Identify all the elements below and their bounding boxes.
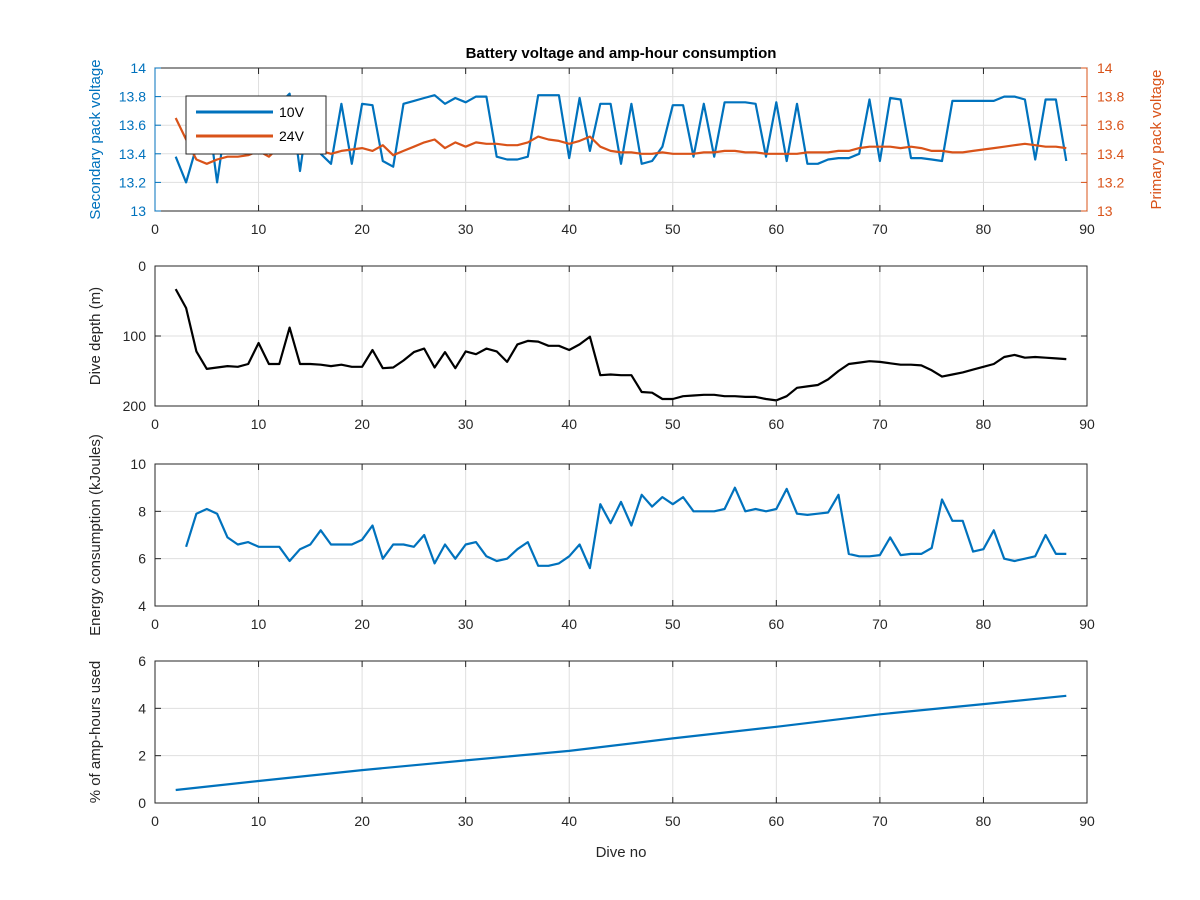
x-tick-label: 0	[151, 416, 159, 432]
x-tick-label: 80	[976, 813, 992, 829]
plot-area	[155, 661, 1087, 803]
y-tick-label: 13.6	[119, 117, 146, 133]
y-right-tick-label: 14	[1097, 60, 1113, 76]
panel-4: 0 10 20 30 40 50 60 70 80 90 0 2 4 6 % of amp-hours us…	[87, 653, 1095, 861]
x-tick-label: 60	[769, 616, 785, 632]
y-right-tick-label: 13.4	[1097, 146, 1124, 162]
x-tick-label: 30	[458, 616, 474, 632]
x-tick-label: 90	[1079, 813, 1095, 829]
y-right-tick-label: 13.2	[1097, 174, 1124, 190]
x-tick-label: 30	[458, 221, 474, 237]
y-tick-label: 10	[130, 456, 146, 472]
x-tick-label: 70	[872, 813, 888, 829]
x-tick-label: 20	[354, 616, 370, 632]
x-tick-label: 70	[872, 616, 888, 632]
y-right-tick-label: 13.6	[1097, 117, 1124, 133]
x-tick-label: 80	[976, 416, 992, 432]
legend-label-24v: 24V	[279, 128, 305, 144]
x-tick-label: 40	[561, 416, 577, 432]
x-tick-label: 60	[769, 813, 785, 829]
x-tick-label: 40	[561, 813, 577, 829]
x-tick-label: 40	[561, 221, 577, 237]
y-tick-label: 4	[138, 700, 146, 716]
y-tick-label: 13	[130, 203, 146, 219]
x-tick-label: 60	[769, 416, 785, 432]
series-line-1	[174, 288, 1067, 402]
x-tick-label: 10	[251, 813, 267, 829]
x-tick-label: 10	[251, 221, 267, 237]
axes-box	[154, 463, 1088, 607]
y-axis-label-right: Primary pack voltage	[1148, 69, 1165, 209]
y-tick-label: 6	[138, 653, 146, 669]
x-tick-label: 50	[665, 416, 681, 432]
x-tick-label: 70	[872, 416, 888, 432]
x-tick-label: 0	[151, 813, 159, 829]
y-tick-label: 13.2	[119, 174, 146, 190]
x-tick-label: 20	[354, 416, 370, 432]
series-line-1	[185, 486, 1067, 570]
y-tick-label: 2	[138, 748, 146, 764]
plot-area	[155, 464, 1087, 606]
axes-box	[154, 660, 1088, 804]
panel-2: 0 10 20 30 40 50 60 70 80 90 0 100 200 Dive depth (m)	[87, 258, 1095, 432]
x-tick-label: 80	[976, 221, 992, 237]
y-axis-label: Dive depth (m)	[87, 287, 104, 385]
y-tick-label: 13.8	[119, 89, 146, 105]
y-right-tick-label: 13	[1097, 203, 1113, 219]
x-axis-label: Dive no	[596, 844, 647, 861]
x-tick-label: 90	[1079, 416, 1095, 432]
x-tick-label: 10	[251, 616, 267, 632]
y-axis-label: Energy consumption (kJoules)	[87, 434, 104, 636]
y-tick-label: 4	[138, 598, 146, 614]
legend-label-10v: 10V	[279, 104, 305, 120]
y-tick-label: 14	[130, 60, 146, 76]
x-tick-label: 70	[872, 221, 888, 237]
x-tick-label: 50	[665, 616, 681, 632]
legend-box	[185, 95, 327, 155]
y-axis-label: Secondary pack voltage	[87, 59, 104, 219]
y-tick-label: 8	[138, 503, 146, 519]
y-tick-label: 200	[123, 398, 147, 414]
y-tick-label: 13.4	[119, 146, 146, 162]
panel-1: 0 10 20 30 40 50 60 70 80 901313.213.413.613.8141…	[87, 45, 1165, 237]
x-tick-label: 90	[1079, 616, 1095, 632]
x-tick-label: 60	[769, 221, 785, 237]
y-tick-label: 6	[138, 551, 146, 567]
x-tick-label: 80	[976, 616, 992, 632]
y-axis-label: % of amp-hours used	[87, 661, 104, 804]
y-tick-label: 0	[138, 795, 146, 811]
panel-3: 0 10 20 30 40 50 60 70 80 90 4 6 8 10 Energy consumpti…	[87, 434, 1095, 636]
legend: 10V 24V	[185, 95, 327, 155]
chart-title: Battery voltage and amp-hour consumption	[466, 45, 777, 62]
x-tick-label: 20	[354, 813, 370, 829]
x-tick-label: 0	[151, 616, 159, 632]
x-tick-label: 20	[354, 221, 370, 237]
x-tick-label: 40	[561, 616, 577, 632]
x-tick-label: 10	[251, 416, 267, 432]
y-tick-label: 0	[138, 258, 146, 274]
x-tick-label: 50	[665, 813, 681, 829]
x-tick-label: 30	[458, 813, 474, 829]
series-line-10v	[174, 92, 1068, 184]
y-tick-label: 100	[123, 328, 147, 344]
x-tick-label: 90	[1079, 221, 1095, 237]
x-tick-label: 30	[458, 416, 474, 432]
y-right-tick-label: 13.8	[1097, 89, 1124, 105]
x-tick-label: 50	[665, 221, 681, 237]
x-tick-label: 0	[151, 221, 159, 237]
series-line-1	[175, 694, 1067, 792]
